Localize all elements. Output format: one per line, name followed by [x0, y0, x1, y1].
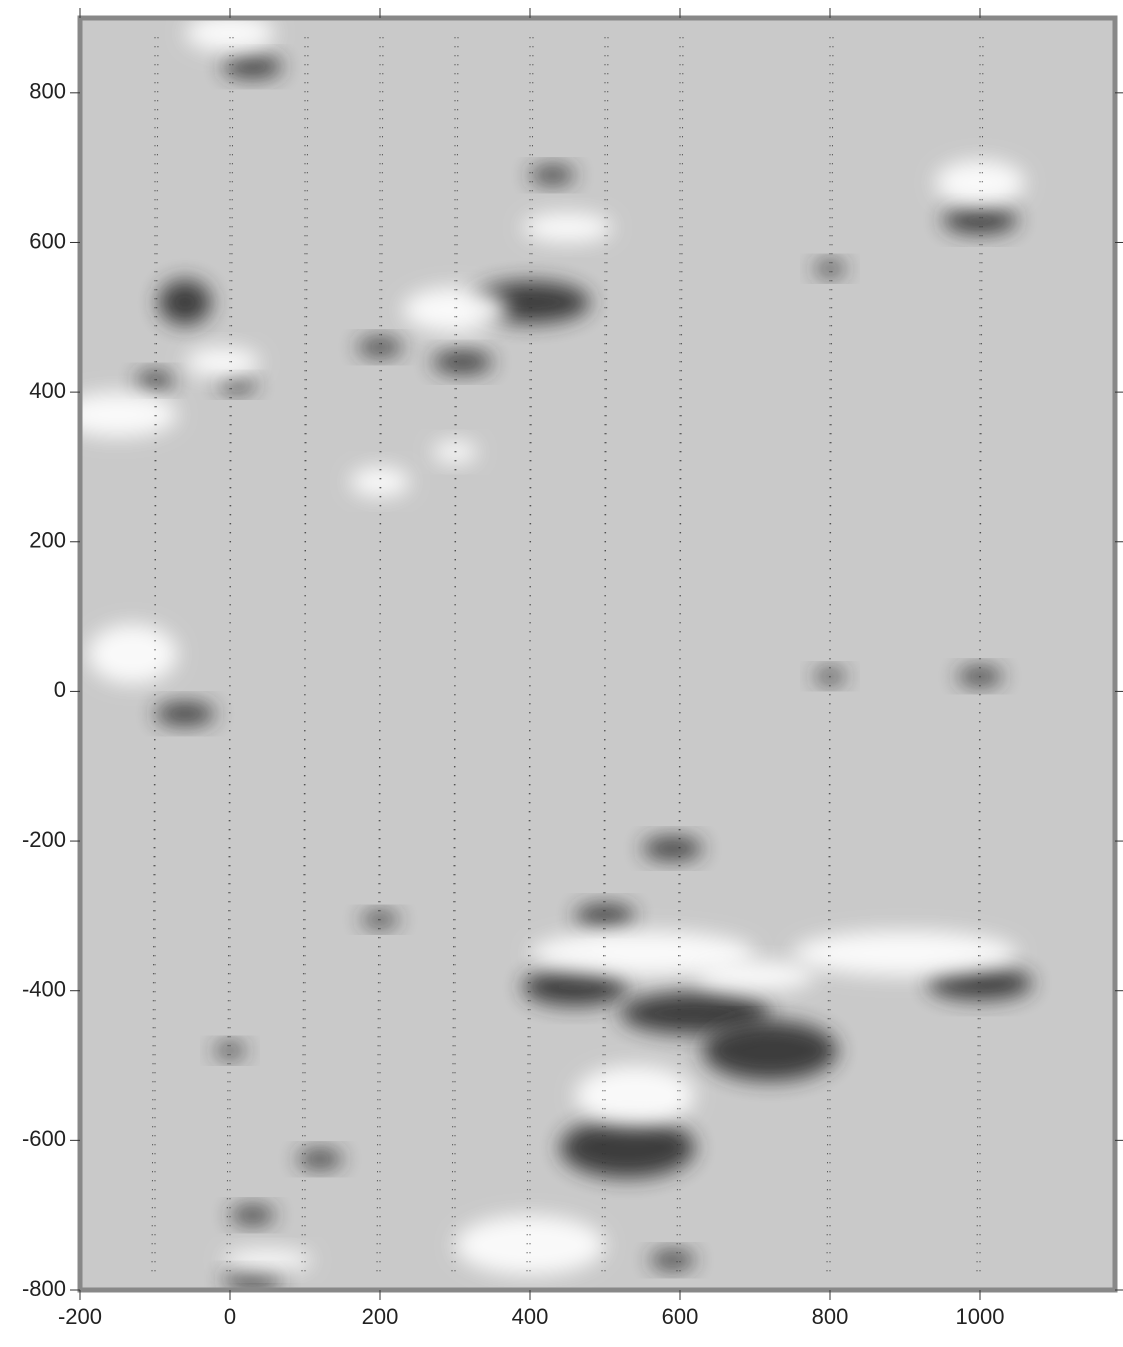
light-anomaly	[88, 624, 178, 684]
dark-anomaly	[136, 372, 174, 390]
dark-anomaly	[223, 1270, 283, 1288]
y-tick-label: -400	[22, 977, 66, 1002]
light-anomaly	[223, 1249, 313, 1271]
y-tick-label: -600	[22, 1126, 66, 1151]
light-anomaly	[793, 931, 1018, 976]
y-tick-label: 200	[29, 528, 66, 553]
x-tick-label: 800	[812, 1304, 849, 1329]
dark-anomaly	[650, 1251, 695, 1269]
dark-anomaly	[643, 837, 703, 859]
dark-anomaly	[230, 1206, 275, 1224]
y-tick-label: 0	[54, 677, 66, 702]
dark-anomaly	[223, 55, 283, 77]
dark-anomaly	[298, 1150, 343, 1168]
dark-anomaly	[358, 338, 403, 356]
x-tick-label: 200	[362, 1304, 399, 1329]
light-anomaly	[350, 467, 410, 497]
dark-anomaly	[560, 1118, 695, 1178]
light-anomaly	[523, 213, 613, 243]
light-anomaly	[695, 961, 815, 991]
y-tick-label: -200	[22, 827, 66, 852]
light-anomaly	[575, 1066, 695, 1126]
light-anomaly	[58, 392, 178, 437]
x-tick-label: 400	[512, 1304, 549, 1329]
y-tick-label: 400	[29, 378, 66, 403]
x-tick-label: 1000	[956, 1304, 1005, 1329]
dark-anomaly	[155, 703, 215, 725]
x-tick-label: 0	[224, 1304, 236, 1329]
dark-anomaly	[530, 166, 575, 184]
light-anomaly	[455, 1215, 605, 1275]
dark-anomaly	[575, 905, 635, 927]
y-tick-label: -800	[22, 1276, 66, 1301]
dark-anomaly	[159, 280, 212, 325]
x-tick-label: 600	[662, 1304, 699, 1329]
light-anomaly	[935, 160, 1025, 205]
chart: -200 0 200 400 600 800 1000 -800 -600 -400 -200 0 20…	[0, 0, 1123, 1342]
y-tick-label: 600	[29, 228, 66, 253]
y-tick-label: 800	[29, 79, 66, 104]
dark-anomaly	[943, 207, 1018, 234]
x-tick-label: -200	[58, 1304, 102, 1329]
light-anomaly	[185, 347, 260, 377]
dark-anomaly	[703, 1021, 838, 1081]
dark-anomaly	[433, 351, 493, 373]
dark-anomaly	[219, 377, 257, 392]
dark-anomaly	[815, 261, 845, 276]
